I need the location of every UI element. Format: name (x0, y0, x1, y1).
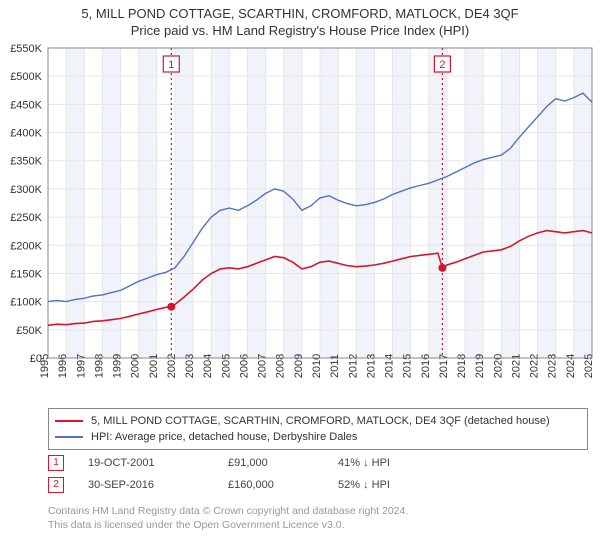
svg-text:2016: 2016 (420, 354, 432, 378)
chart-title-address: 5, MILL POND COTTAGE, SCARTHIN, CROMFORD… (0, 0, 600, 21)
svg-text:£450K: £450K (10, 99, 42, 111)
svg-text:2000: 2000 (130, 354, 142, 378)
svg-text:2017: 2017 (438, 354, 450, 378)
marker-delta-2: 52% ↓ HPI (338, 479, 390, 491)
marker-badge-1: 1 (48, 455, 64, 471)
svg-text:£250K: £250K (10, 212, 42, 224)
marker-table: 1 19-OCT-2001 £91,000 41% ↓ HPI 2 30-SEP… (48, 452, 390, 496)
svg-text:2004: 2004 (202, 354, 214, 378)
svg-text:1998: 1998 (93, 354, 105, 378)
svg-text:2002: 2002 (166, 354, 178, 378)
svg-text:2007: 2007 (257, 354, 269, 378)
svg-text:2001: 2001 (148, 354, 160, 378)
svg-text:1995: 1995 (39, 354, 51, 378)
legend-label-property: 5, MILL POND COTTAGE, SCARTHIN, CROMFORD… (91, 415, 550, 427)
svg-text:£400K: £400K (10, 128, 42, 140)
chart-subtitle: Price paid vs. HM Land Registry's House … (0, 21, 600, 42)
svg-text:£50K: £50K (16, 325, 42, 337)
legend-swatch-hpi (55, 436, 83, 438)
svg-text:2009: 2009 (293, 354, 305, 378)
svg-text:2018: 2018 (456, 354, 468, 378)
svg-text:2: 2 (439, 59, 445, 71)
svg-text:2003: 2003 (184, 354, 196, 378)
svg-text:2019: 2019 (474, 354, 486, 378)
svg-text:£500K: £500K (10, 71, 42, 83)
svg-text:2020: 2020 (492, 354, 504, 378)
svg-text:2014: 2014 (384, 354, 396, 378)
chart-svg: £0£50K£100K£150K£200K£250K£300K£350K£400… (0, 42, 600, 402)
svg-text:2025: 2025 (583, 354, 595, 378)
marker-price-1: £91,000 (228, 457, 338, 469)
marker-row-1: 1 19-OCT-2001 £91,000 41% ↓ HPI (48, 452, 390, 474)
footer: Contains HM Land Registry data © Crown c… (48, 504, 408, 532)
marker-badge-2: 2 (48, 477, 64, 493)
svg-text:2015: 2015 (402, 354, 414, 378)
legend-item-property: 5, MILL POND COTTAGE, SCARTHIN, CROMFORD… (55, 413, 581, 429)
svg-text:2006: 2006 (238, 354, 250, 378)
marker-date-1: 19-OCT-2001 (88, 457, 228, 469)
svg-text:2010: 2010 (311, 354, 323, 378)
svg-text:2005: 2005 (220, 354, 232, 378)
svg-text:1: 1 (168, 59, 174, 71)
svg-text:2013: 2013 (365, 354, 377, 378)
svg-text:2022: 2022 (529, 354, 541, 378)
marker-row-2: 2 30-SEP-2016 £160,000 52% ↓ HPI (48, 474, 390, 496)
svg-text:£550K: £550K (10, 43, 42, 55)
legend-swatch-property (55, 420, 83, 422)
svg-text:1999: 1999 (112, 354, 124, 378)
svg-text:£100K: £100K (10, 297, 42, 309)
svg-text:2012: 2012 (347, 354, 359, 378)
marker-delta-1: 41% ↓ HPI (338, 457, 390, 469)
svg-text:2008: 2008 (275, 354, 287, 378)
svg-text:£150K: £150K (10, 268, 42, 280)
svg-text:2021: 2021 (510, 354, 522, 378)
svg-text:1997: 1997 (75, 354, 87, 378)
legend: 5, MILL POND COTTAGE, SCARTHIN, CROMFORD… (48, 408, 588, 450)
footer-line1: Contains HM Land Registry data © Crown c… (48, 504, 408, 518)
legend-item-hpi: HPI: Average price, detached house, Derb… (55, 429, 581, 445)
svg-text:2023: 2023 (547, 354, 559, 378)
svg-text:£300K: £300K (10, 184, 42, 196)
marker-price-2: £160,000 (228, 479, 338, 491)
chart-container: 5, MILL POND COTTAGE, SCARTHIN, CROMFORD… (0, 0, 600, 560)
svg-text:2024: 2024 (565, 354, 577, 378)
svg-text:1996: 1996 (57, 354, 69, 378)
footer-line2: This data is licensed under the Open Gov… (48, 518, 408, 532)
svg-text:£350K: £350K (10, 156, 42, 168)
legend-label-hpi: HPI: Average price, detached house, Derb… (91, 431, 357, 443)
chart-plot-area: £0£50K£100K£150K£200K£250K£300K£350K£400… (0, 42, 600, 402)
marker-date-2: 30-SEP-2016 (88, 479, 228, 491)
svg-text:£200K: £200K (10, 240, 42, 252)
